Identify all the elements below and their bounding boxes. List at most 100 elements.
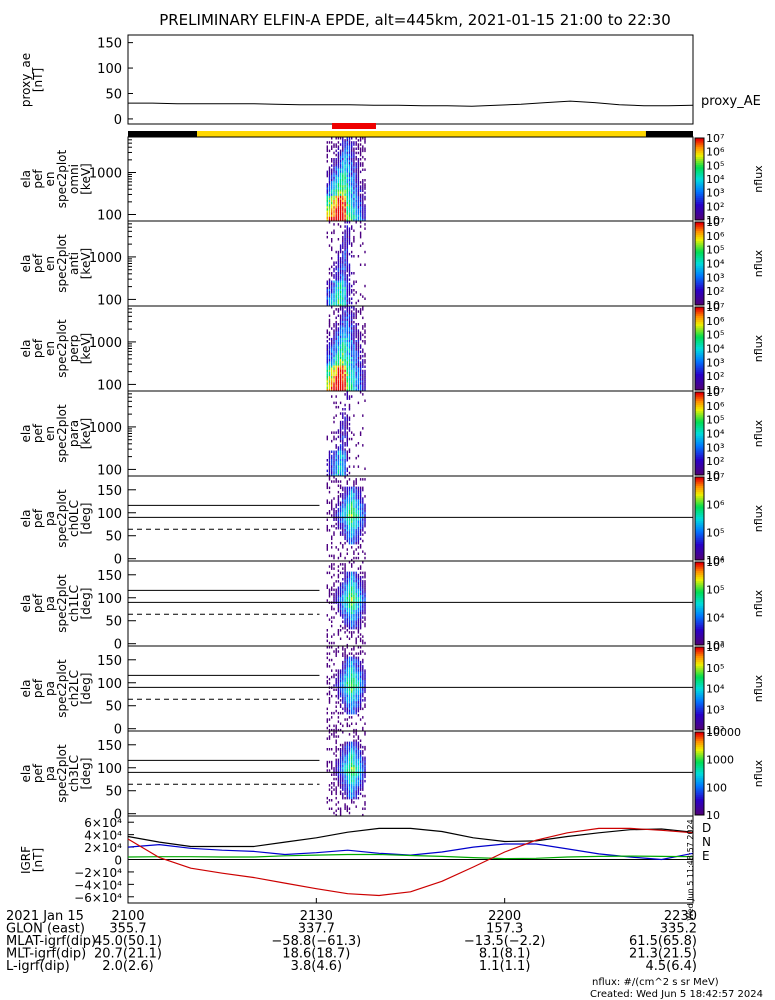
spectrogram-cell (357, 660, 360, 664)
spectrogram-cell (353, 367, 355, 371)
spectrogram-cell (353, 767, 355, 770)
spectrogram-cell (335, 580, 337, 583)
spectrogram-cell (357, 675, 360, 679)
spectrogram-cell (339, 250, 342, 254)
spectrogram-cell (326, 361, 328, 364)
spectrogram-cell (344, 622, 346, 626)
spectrogram-cell (351, 758, 353, 762)
spectrogram-cell (355, 197, 357, 201)
spectrogram-cell (353, 325, 355, 328)
spectrogram-cell (339, 306, 342, 309)
spectrogram-cell (346, 469, 348, 473)
spectrogram-cell (342, 352, 344, 356)
spectrogram-cell (357, 677, 360, 681)
colorbar-cell (695, 761, 704, 764)
spectrogram-cell (328, 788, 331, 791)
spectrogram-cell (357, 497, 360, 500)
spectrogram-cell (364, 552, 366, 555)
spectrogram-cell (353, 172, 355, 176)
spectrogram-cell (351, 244, 353, 247)
spectrogram-cell (342, 692, 344, 696)
spectrogram-cell (342, 646, 344, 649)
spectrogram-cell (364, 775, 366, 779)
spectrogram-cell (355, 722, 357, 725)
spectrogram-cell (339, 412, 342, 415)
spectrogram-cell (342, 546, 344, 549)
spectrogram-cell (348, 274, 351, 277)
spectrogram-cell (364, 510, 366, 513)
spectrogram-cell (351, 437, 353, 441)
spectrogram-cell (355, 658, 357, 662)
spectrogram-cell (357, 575, 360, 579)
spectrogram-cell (337, 459, 340, 462)
spectrogram-cell (355, 784, 357, 787)
spectrogram-cell (346, 456, 348, 460)
colorbar-tick: 10⁷ (706, 216, 724, 229)
colorbar-cell (695, 686, 704, 689)
spectrogram-cell (339, 767, 342, 770)
spectrogram-cell (346, 745, 348, 749)
spectrogram-cell (351, 571, 353, 575)
spectrogram-cell (328, 769, 331, 772)
spectrogram-cell (348, 344, 351, 347)
spectrogram-cell (359, 478, 362, 481)
spectrogram-cell (339, 524, 342, 528)
spectrogram-cell (344, 403, 346, 407)
spectrogram-cell (337, 588, 340, 592)
spectrogram-cell (346, 497, 348, 500)
spectrogram-cell (337, 172, 340, 176)
colorbar-cell (695, 564, 704, 567)
zone-segment (128, 131, 198, 137)
spectrogram-cell (351, 775, 353, 779)
spectrogram-cell (346, 677, 348, 681)
spectrogram-cell (351, 790, 353, 793)
spectrogram-cell (362, 359, 364, 362)
spectrogram-cell (346, 218, 348, 222)
spectrogram-cell (344, 626, 346, 630)
spectrogram-cell (331, 607, 333, 611)
spectrogram-cell (348, 794, 351, 798)
spectrogram-cell (342, 495, 344, 498)
spectrogram-cell (364, 478, 366, 481)
spectrogram-cell (353, 675, 355, 679)
spectrogram-cell (342, 446, 344, 449)
spectrogram-cell (339, 765, 342, 768)
colorbar-cell (695, 603, 704, 607)
spectrogram-cell (331, 246, 333, 249)
colorbar-cell (695, 508, 704, 511)
spectrogram-cell (348, 741, 351, 745)
spectrogram-cell (326, 614, 328, 617)
colorbar-cell (695, 387, 704, 391)
spectrogram-cell (342, 147, 344, 150)
spectrogram-cell (337, 386, 340, 390)
spectrogram-cell (351, 616, 353, 619)
spectrogram-cell (357, 762, 360, 766)
spectrogram-cell (328, 197, 331, 201)
colorbar-cell (695, 775, 704, 779)
spectrogram-cell (348, 139, 351, 142)
spectrogram-cell (359, 527, 362, 530)
spectrogram-cell (351, 431, 353, 434)
spectrogram-cell (328, 320, 331, 324)
spectrogram-cell (333, 752, 335, 755)
spectrogram-cell (335, 454, 337, 458)
spectrogram-cell (342, 524, 344, 528)
spectrogram-cell (333, 777, 335, 781)
spectrogram-cell (353, 592, 355, 596)
colorbar-cell (695, 344, 704, 347)
footer-value: −13.5(−2.2) (464, 934, 546, 949)
spectrogram-cell (348, 637, 351, 640)
spectrogram-cell (331, 181, 333, 184)
spectrogram-cell (331, 361, 333, 364)
spectrogram-cell (353, 365, 355, 368)
spectrogram-cell (331, 535, 333, 538)
spectrogram-cell (346, 643, 348, 647)
colorbar-cell (695, 369, 704, 372)
spectrogram-cell (331, 359, 333, 362)
footer-row-label: 2021 Jan 15 (6, 909, 84, 924)
spectrogram-cell (326, 376, 328, 379)
spectrogram-cell (351, 160, 353, 163)
spectrogram-cell (362, 784, 364, 787)
spectrogram-cell (344, 514, 346, 517)
spectrogram-cell (339, 374, 342, 377)
